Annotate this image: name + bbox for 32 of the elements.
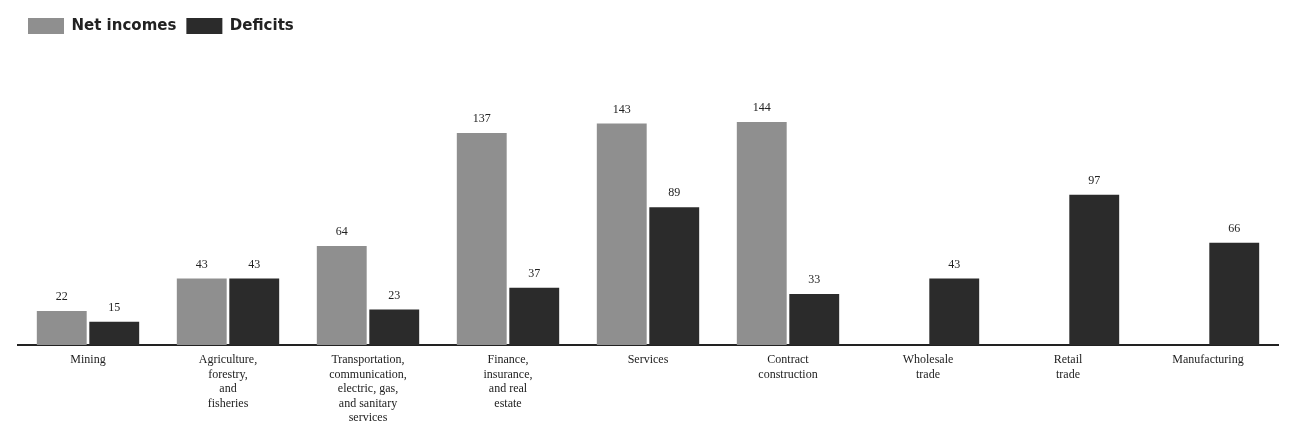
legend-label: Deficits bbox=[229, 15, 294, 34]
data-label: 43 bbox=[948, 256, 961, 271]
data-label: 23 bbox=[388, 287, 401, 302]
data-label: 143 bbox=[612, 101, 631, 116]
data-label: 22 bbox=[55, 289, 68, 304]
x-tick-label: Contract construction bbox=[758, 352, 818, 381]
x-tick-label: Retail trade bbox=[1053, 352, 1083, 381]
data-label: 43 bbox=[248, 256, 261, 271]
data-label: 43 bbox=[195, 256, 208, 271]
data-label: 144 bbox=[752, 100, 771, 115]
bar bbox=[456, 132, 507, 345]
bar bbox=[176, 278, 227, 345]
data-label: 33 bbox=[808, 272, 821, 287]
x-tick-label: Transportation, communication, electric, gas, and sanitary services bbox=[329, 352, 407, 424]
x-tick-label: Manufacturing bbox=[1172, 352, 1244, 367]
bar bbox=[36, 310, 87, 345]
bar bbox=[736, 122, 787, 345]
x-tick-label: Finance, insurance, and real estate bbox=[483, 352, 533, 410]
x-tick-label: Mining bbox=[70, 352, 106, 367]
x-tick-label: Wholesale trade bbox=[902, 352, 954, 381]
x-tick-label: Agriculture, forestry, and fisheries bbox=[198, 352, 258, 410]
legend-label: Net incomes bbox=[71, 15, 177, 34]
data-label: 64 bbox=[335, 224, 348, 239]
data-label: 97 bbox=[1088, 172, 1101, 187]
data-label: 89 bbox=[668, 185, 681, 200]
bar bbox=[596, 123, 647, 345]
data-label: 37 bbox=[528, 265, 541, 280]
data-label: 15 bbox=[108, 299, 121, 314]
bar bbox=[316, 245, 367, 345]
data-label: 137 bbox=[472, 111, 491, 126]
x-tick-label: Services bbox=[627, 352, 669, 367]
data-label: 66 bbox=[1228, 220, 1241, 235]
